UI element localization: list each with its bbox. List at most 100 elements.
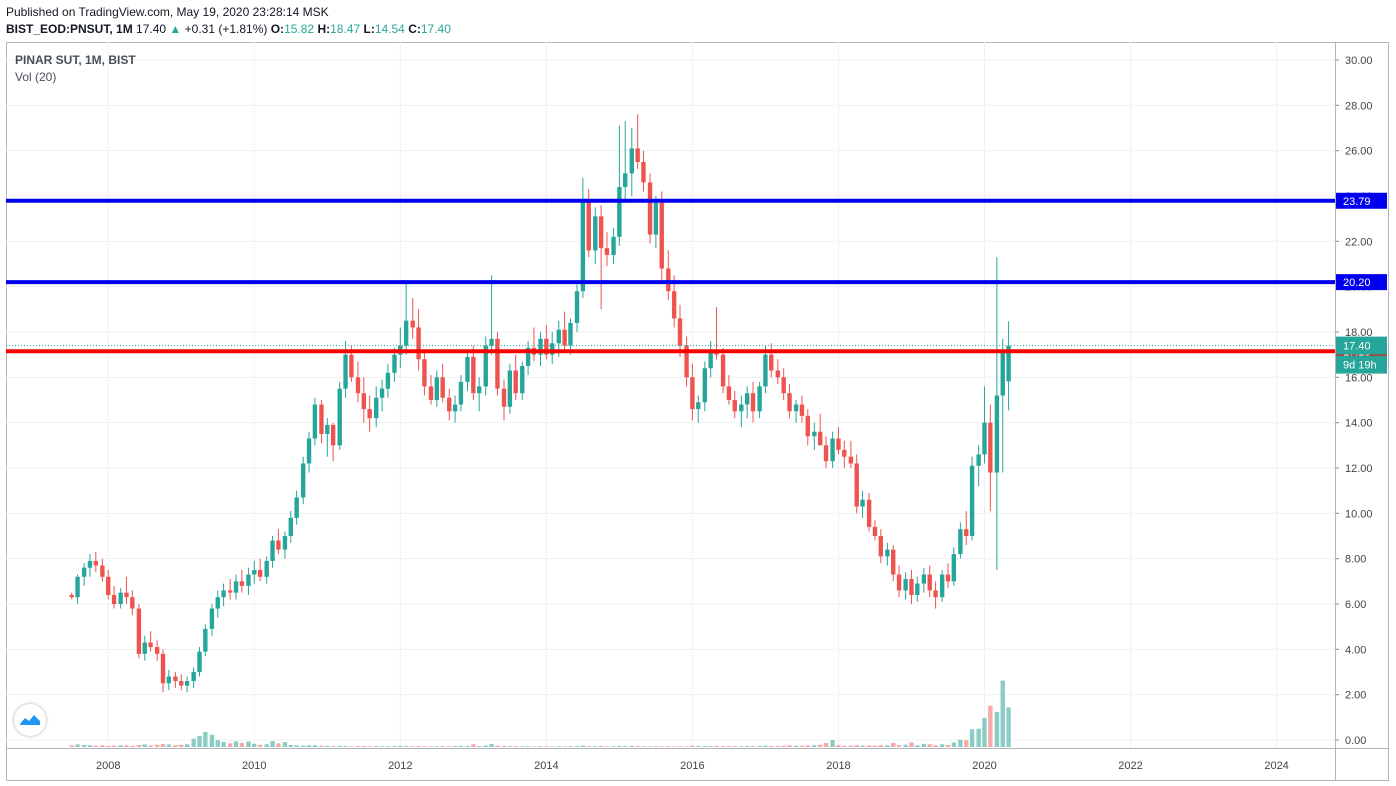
volume-bar — [301, 745, 306, 747]
volume-bar — [288, 744, 293, 747]
time-tick-label: 2010 — [242, 760, 266, 772]
candle-body — [118, 592, 123, 604]
volume-bar — [702, 746, 708, 747]
volume-bar — [574, 746, 580, 747]
volume-bar — [562, 746, 567, 747]
volume-bar — [209, 734, 215, 747]
volume-bar — [361, 746, 366, 747]
published-header: Published on TradingView.com, May 19, 20… — [6, 5, 329, 19]
volume-bar — [69, 745, 74, 747]
candle-body — [130, 597, 135, 609]
volume-bar — [422, 746, 427, 747]
time-tick-label: 2022 — [1118, 760, 1142, 772]
volume-bar — [969, 729, 975, 747]
candle-body — [909, 579, 914, 595]
price-tick-label: 0.00 — [1345, 735, 1366, 747]
candle-body — [538, 338, 543, 355]
volume-bar — [520, 746, 525, 747]
symbol-label: BIST_EOD:PNSUT, 1M — [6, 22, 133, 36]
volume-bar — [81, 744, 87, 747]
level-price-label: 23.79 — [1343, 196, 1371, 208]
candle-body — [330, 424, 336, 446]
candle-body — [233, 581, 239, 593]
volume-bar — [525, 746, 531, 747]
candle-body — [574, 291, 580, 323]
volume-bar — [696, 746, 701, 747]
candle-body — [495, 338, 500, 389]
volume-bar — [215, 740, 220, 747]
candle-body — [483, 345, 488, 387]
volume-bar — [154, 744, 160, 747]
candle-body — [410, 320, 415, 328]
candle-body — [684, 345, 689, 378]
open-label: O: — [270, 22, 285, 36]
candle-body — [403, 320, 409, 346]
candle-body — [799, 404, 805, 416]
candle-body — [184, 681, 190, 686]
volume-bar — [891, 742, 896, 747]
volume-bar — [440, 746, 445, 747]
candle-body — [87, 560, 93, 568]
candle-body — [69, 594, 74, 598]
time-tick-label: 2018 — [826, 760, 850, 772]
candle-body — [739, 404, 744, 412]
candle-body — [617, 186, 622, 237]
volume-bar — [988, 705, 993, 747]
candle-body — [257, 570, 263, 577]
volume-bar — [276, 743, 281, 747]
volume-bar — [465, 745, 470, 747]
symbol-ohlc-header: BIST_EOD:PNSUT, 1M 17.40 ▲ +0.31 (+1.81%… — [6, 22, 451, 36]
price-tick-label: 2.00 — [1345, 690, 1366, 702]
volume-bar — [976, 728, 981, 747]
volume-bar — [823, 742, 829, 747]
volume-bar — [184, 744, 190, 747]
last-price-label: 17.40 — [1343, 341, 1371, 353]
volume-bar — [647, 746, 653, 747]
volume-bar — [812, 745, 817, 747]
time-tick-label: 2024 — [1264, 760, 1288, 772]
close-value: 17.40 — [420, 22, 451, 36]
candle-body — [775, 370, 781, 378]
chart-area[interactable]: 0.00 2.00 4.00 6.00 8.00 10.00 12.00 14.00 16.00… — [6, 42, 1389, 781]
candle-body — [422, 359, 427, 387]
volume-bar — [483, 745, 488, 747]
volume-bar — [306, 745, 312, 747]
volume-bar — [927, 744, 932, 747]
low-label: L: — [363, 22, 375, 36]
volume-bar — [294, 745, 299, 747]
candle-body — [958, 529, 963, 555]
candle-body — [750, 393, 756, 412]
volume-bar — [501, 745, 507, 747]
candlestick-chart[interactable]: 0.00 2.00 4.00 6.00 8.00 10.00 12.00 14.00 16.00… — [6, 42, 1389, 781]
tradingview-logo-icon[interactable] — [14, 704, 46, 736]
candle-body — [111, 594, 117, 604]
candle-body — [951, 554, 957, 582]
price-tick-label: 30.00 — [1345, 55, 1373, 67]
volume-bar — [197, 736, 202, 747]
time-tick-label: 2020 — [972, 760, 996, 772]
candle-body — [179, 681, 184, 686]
volume-bar — [87, 745, 93, 747]
volume-bar — [325, 745, 330, 747]
volume-bar — [221, 741, 226, 747]
volume-bar — [513, 746, 518, 747]
candle-body — [556, 329, 561, 344]
volume-bar — [550, 746, 555, 747]
candle-body — [203, 628, 208, 652]
volume-bar — [951, 742, 957, 747]
volume-bar — [629, 745, 634, 747]
level-price-badge — [1336, 192, 1387, 209]
candle-body — [319, 404, 324, 434]
volume-bar — [118, 745, 123, 747]
volume-bar — [385, 746, 391, 747]
volume-bar — [635, 746, 640, 747]
candle-body — [604, 248, 610, 255]
candle-body — [416, 327, 421, 360]
candle-body — [264, 560, 269, 577]
candle-body — [836, 438, 841, 450]
candle-body — [544, 338, 549, 355]
volume-bar — [896, 745, 902, 747]
candle-body — [221, 590, 226, 598]
candle-body — [434, 377, 440, 400]
volume-bar — [179, 744, 184, 747]
